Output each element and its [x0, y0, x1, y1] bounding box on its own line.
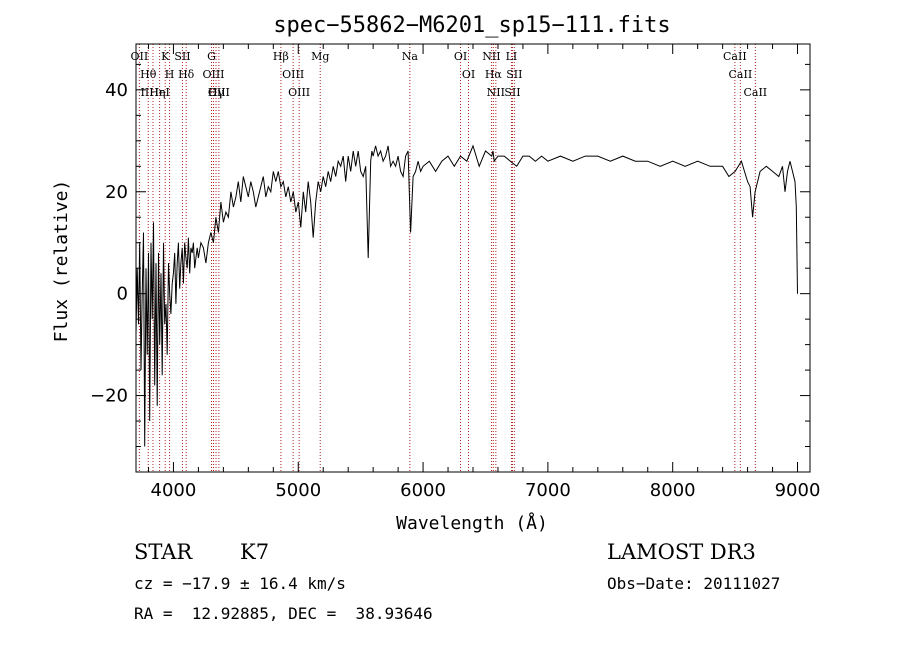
x-tick-label: 4000: [151, 480, 197, 501]
x-tick-label: 8000: [650, 480, 696, 501]
redshift-cz: cz = −17.9 ± 16.4 km/s: [134, 574, 346, 593]
line-marker-label-20: Hα: [485, 68, 503, 81]
line-marker-label-8: G: [207, 50, 216, 63]
line-marker-label-19: NⅠⅠ: [482, 50, 500, 63]
line-marker-label-2: ⅠⅠHη: [141, 86, 166, 99]
x-axis: 4000 5000 6000 7000 8000 9000: [147, 44, 821, 501]
line-marker-labels: OⅠIHθⅠⅠHηHeⅠKHSⅠⅠHδGOⅠⅠⅠHγOⅠⅠⅠHβOⅠⅠⅠOⅠⅠⅠ…: [131, 50, 768, 99]
line-marker-label-0: OⅠI: [131, 50, 149, 63]
line-marker-label-4: K: [161, 50, 170, 63]
line-marker-label-17: OⅠ: [454, 50, 467, 63]
y-tick-label: 0: [117, 284, 128, 305]
line-marker-label-15: Mg: [311, 50, 329, 63]
line-marker-label-22: SⅠⅠ: [504, 86, 520, 99]
line-marker-label-26: CaⅠⅠ: [729, 68, 753, 81]
line-marker-label-24: SⅠⅠ: [506, 68, 522, 81]
object-class: STAR: [134, 540, 193, 564]
line-marker-label-11: OⅠⅠⅠ: [208, 86, 230, 99]
coordinates: RA = 12.92885, DEC = 38.93646: [134, 604, 433, 623]
x-axis-label: Wavelength (Å): [396, 512, 548, 534]
line-marker-label-13: OⅠⅠⅠ: [282, 68, 304, 81]
y-axis: −20 0 20 40: [90, 63, 810, 473]
survey-name: LAMOST DR3: [607, 540, 756, 564]
line-marker-label-21: NⅠⅠ: [487, 86, 505, 99]
line-marker-label-23: LⅠ: [506, 50, 518, 63]
chart-title: spec−55862−M6201_sp15−111.fits: [273, 13, 670, 38]
x-tick-label: 5000: [275, 480, 321, 501]
line-marker-label-16: Na: [402, 50, 419, 63]
line-marker-label-27: CaⅠⅠ: [743, 86, 767, 99]
line-marker-label-10: Hγ: [208, 86, 225, 99]
line-marker-label-5: H: [165, 68, 175, 81]
y-axis-label: Flux (relative): [51, 180, 72, 343]
flux-line: [135, 144, 798, 447]
x-tick-label: 7000: [525, 480, 571, 501]
y-tick-label: −20: [90, 386, 128, 407]
line-markers: [138, 44, 756, 472]
line-marker-label-18: OⅠ: [462, 68, 475, 81]
line-marker-label-12: Hβ: [273, 50, 289, 63]
line-marker-label-1: Hθ: [140, 68, 157, 81]
line-marker-label-9: OⅠⅠⅠ: [202, 68, 224, 81]
line-marker-label-14: OⅠⅠⅠ: [288, 86, 310, 99]
x-tick-label: 9000: [775, 480, 821, 501]
line-marker-label-6: SⅠⅠ: [174, 50, 190, 63]
object-subclass: K7: [240, 540, 270, 564]
line-marker-label-25: CaⅠⅠ: [723, 50, 747, 63]
obs-date: Obs−Date: 20111027: [607, 574, 781, 593]
y-tick-label: 20: [105, 182, 128, 203]
x-tick-label: 6000: [400, 480, 446, 501]
line-marker-label-7: Hδ: [178, 68, 195, 81]
plot-frame: [135, 43, 811, 473]
line-marker-label-3: HeⅠ: [149, 86, 169, 99]
y-tick-label: 40: [105, 80, 128, 101]
